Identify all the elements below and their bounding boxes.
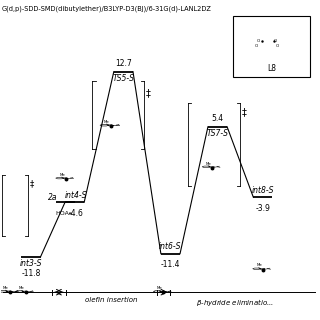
- Text: O: O: [274, 39, 277, 43]
- Text: Me: Me: [104, 120, 110, 124]
- Text: O: O: [257, 39, 260, 43]
- Text: TS7-S: TS7-S: [206, 129, 228, 138]
- Text: -11.8: -11.8: [21, 269, 41, 278]
- Text: G(d,p)-SDD-SMD(dibutylether)/B3LYP-D3(BJ)/6-31G(d)-LANL2DZ: G(d,p)-SDD-SMD(dibutylether)/B3LYP-D3(BJ…: [2, 5, 212, 12]
- Text: olefin insertion: olefin insertion: [85, 297, 138, 303]
- Text: 5.4: 5.4: [212, 114, 224, 123]
- Text: O: O: [255, 44, 258, 48]
- Text: int4-S: int4-S: [65, 191, 88, 200]
- Text: ‡: ‡: [29, 179, 34, 188]
- Text: -3.9: -3.9: [255, 204, 270, 213]
- Text: int6-S: int6-S: [159, 242, 182, 251]
- Text: Me: Me: [205, 162, 211, 165]
- Text: Me: Me: [256, 263, 262, 268]
- Text: Me: Me: [157, 286, 163, 290]
- Text: O: O: [276, 44, 279, 48]
- Text: 12.7: 12.7: [115, 59, 132, 68]
- Text: L8: L8: [267, 64, 276, 73]
- Text: HOAc: HOAc: [55, 211, 73, 216]
- Text: int8-S: int8-S: [252, 186, 274, 195]
- Text: $\beta$-hydride eliminatio...: $\beta$-hydride eliminatio...: [196, 297, 274, 308]
- Text: TS5-S: TS5-S: [112, 74, 134, 83]
- Text: 2a: 2a: [48, 193, 57, 202]
- Text: ‡: ‡: [146, 88, 151, 98]
- FancyBboxPatch shape: [233, 16, 310, 77]
- Text: Me: Me: [59, 173, 65, 177]
- Text: Me: Me: [3, 286, 9, 290]
- Text: ‡: ‡: [242, 107, 247, 117]
- Text: Me: Me: [19, 286, 25, 290]
- Text: int3-S: int3-S: [20, 259, 42, 268]
- Text: -4.6: -4.6: [69, 209, 84, 218]
- Text: -11.4: -11.4: [161, 260, 180, 269]
